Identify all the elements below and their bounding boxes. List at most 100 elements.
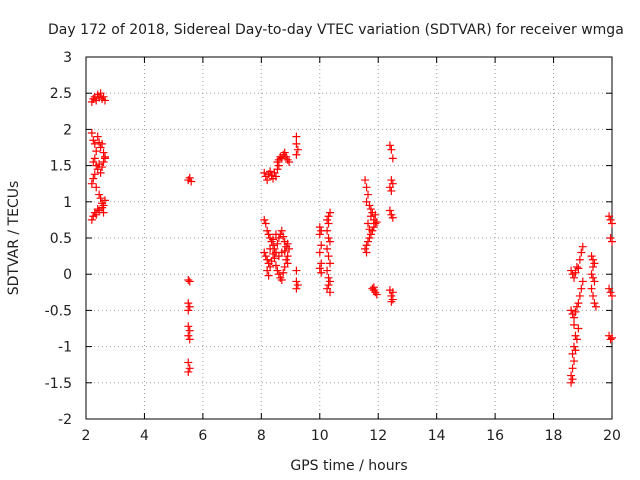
data-point (574, 264, 583, 273)
data-point (361, 176, 370, 185)
data-point (568, 375, 577, 384)
data-point (315, 230, 324, 239)
data-point (574, 324, 583, 333)
x-tick-label: 10 (311, 428, 329, 444)
data-point (93, 132, 102, 141)
data-point (317, 259, 326, 268)
data-point (589, 291, 598, 300)
data-point (387, 186, 396, 195)
data-point (292, 277, 301, 286)
data-point (323, 226, 332, 235)
data-point (571, 307, 580, 316)
data-point (388, 154, 397, 163)
x-tick-label: 4 (140, 428, 149, 444)
data-point (587, 252, 596, 261)
data-point (185, 335, 194, 344)
data-point (93, 205, 102, 214)
data-point (89, 174, 98, 183)
data-point (261, 252, 270, 261)
data-point (100, 196, 109, 205)
data-point (279, 232, 288, 241)
data-point (324, 281, 333, 290)
data-point (326, 277, 335, 286)
data-point (387, 145, 396, 154)
y-tick-label: 1 (63, 195, 72, 211)
data-point (98, 203, 107, 212)
data-point (185, 364, 194, 373)
data-point (260, 168, 269, 177)
data-point (99, 157, 108, 166)
data-point (606, 288, 615, 297)
data-point (292, 284, 301, 293)
data-point (280, 148, 289, 157)
data-point (293, 145, 302, 154)
x-tick-label: 14 (428, 428, 446, 444)
data-point (577, 248, 586, 257)
data-point (387, 297, 396, 306)
data-point (567, 306, 576, 315)
data-point (567, 371, 576, 380)
data-point (574, 299, 583, 308)
data-point (571, 346, 580, 355)
data-point (371, 219, 380, 228)
data-point (273, 239, 282, 248)
data-points (87, 89, 616, 387)
data-point (372, 290, 381, 299)
data-point (277, 275, 286, 284)
y-axis-label: SDTVAR / TECUs (6, 181, 22, 296)
data-point (570, 273, 579, 282)
data-point (184, 299, 193, 308)
data-point (282, 255, 291, 264)
data-point (274, 270, 283, 279)
data-point (98, 139, 107, 148)
y-tick-label: 2 (63, 122, 72, 138)
data-point (365, 225, 374, 234)
data-point (277, 154, 286, 163)
y-tick-label: 0.5 (50, 231, 72, 247)
data-point (590, 277, 599, 286)
data-point (362, 183, 371, 192)
data-point (587, 270, 596, 279)
data-point (266, 244, 275, 253)
y-tick-label: -2 (58, 412, 72, 428)
data-point (99, 148, 108, 157)
data-point (366, 230, 375, 239)
data-point (87, 179, 96, 188)
x-tick-label: 20 (603, 428, 621, 444)
data-point (605, 212, 614, 221)
data-point (277, 226, 286, 235)
data-point (89, 136, 98, 145)
data-point (184, 322, 193, 331)
axis-ticks: 2 4 6 8 10 12 14 16 18 20 -2 -1.5 -1 -0.5 0 0.5 1 1.5 2 2.5… (45, 50, 621, 444)
data-point (570, 342, 579, 351)
data-point (261, 219, 270, 228)
data-point (315, 223, 324, 232)
data-point (285, 157, 294, 166)
data-point (100, 96, 109, 105)
data-point (369, 223, 378, 232)
data-point (184, 367, 193, 376)
y-tick-label: 3 (63, 50, 72, 66)
data-point (185, 277, 194, 286)
data-point (324, 252, 333, 261)
x-tick-label: 2 (82, 428, 91, 444)
data-point (99, 92, 108, 101)
data-point (263, 176, 272, 185)
data-point (184, 358, 193, 367)
data-point (100, 152, 109, 161)
data-point (279, 268, 288, 277)
data-point (280, 247, 289, 256)
data-point (567, 378, 576, 387)
data-point (292, 150, 301, 159)
data-point (575, 255, 584, 264)
data-point (317, 268, 326, 277)
data-point (292, 132, 301, 141)
data-point (90, 139, 99, 148)
data-point (96, 143, 105, 152)
data-point (575, 291, 584, 300)
data-point (293, 281, 302, 290)
data-point (323, 215, 332, 224)
data-point (273, 266, 282, 275)
y-tick-label: 0 (63, 267, 72, 283)
